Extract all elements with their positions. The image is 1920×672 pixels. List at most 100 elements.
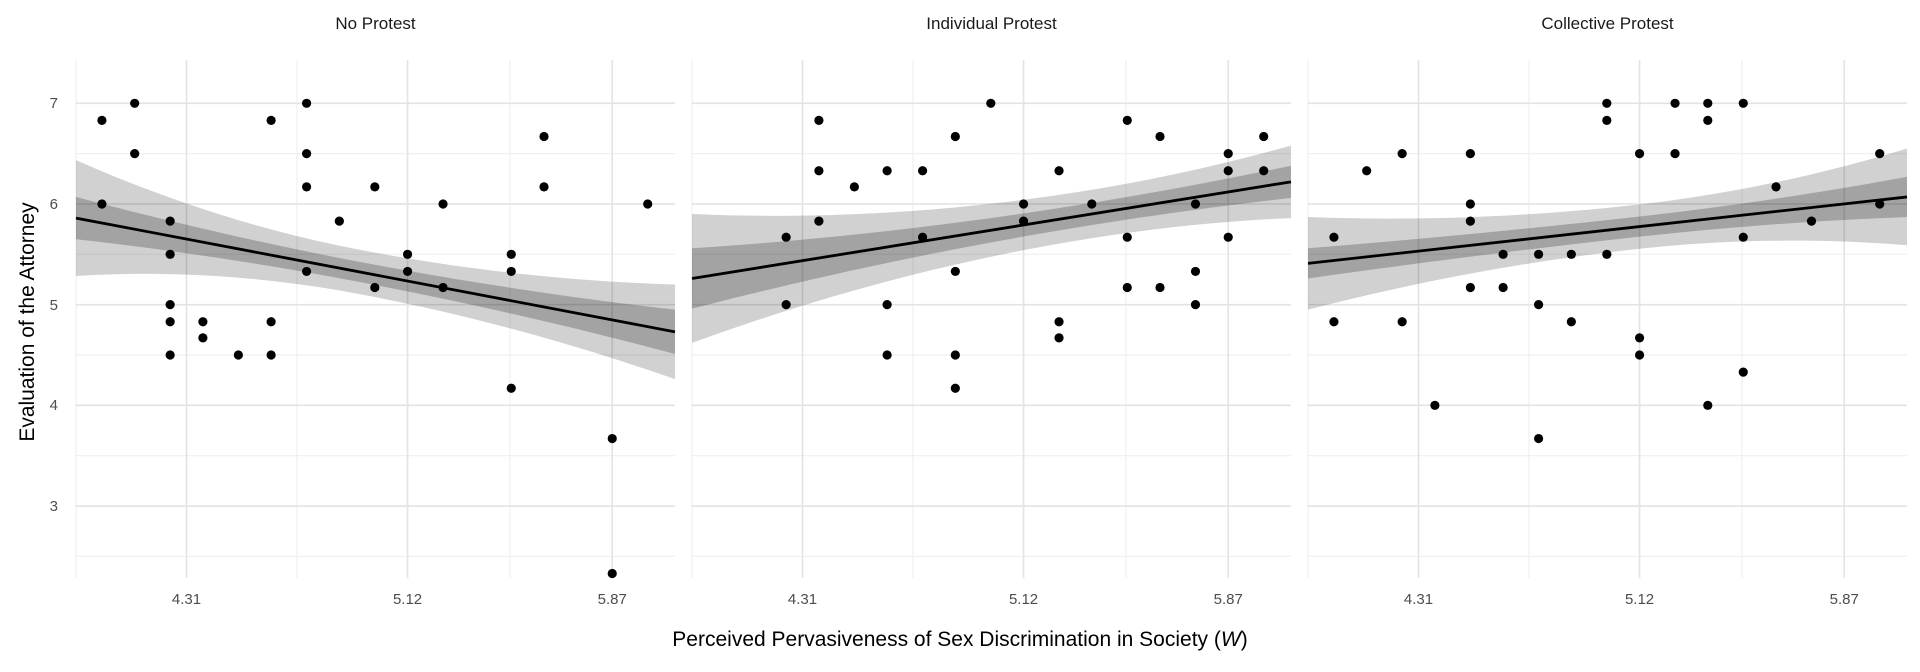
data-point	[917, 166, 928, 176]
data-point	[506, 266, 516, 277]
data-point	[950, 383, 960, 393]
x-tick-label: 4.31	[787, 591, 818, 608]
data-point	[1703, 115, 1713, 126]
y-tick-label: 5	[49, 296, 58, 314]
data-point	[781, 232, 791, 242]
data-point	[1703, 98, 1713, 108]
data-point	[438, 199, 448, 209]
x-tick-label: 5.12	[1624, 591, 1655, 608]
x-tick-label: 5.87	[597, 591, 627, 608]
x-tick-label: 4.31	[1403, 591, 1434, 608]
x-axis-title-moderator-symbol: W	[1220, 628, 1241, 651]
data-point	[1155, 282, 1165, 293]
data-point	[233, 350, 243, 360]
data-point	[1875, 199, 1885, 209]
data-point	[266, 317, 276, 327]
data-point	[917, 232, 928, 242]
data-point	[1465, 282, 1475, 293]
data-point	[334, 216, 344, 226]
data-point	[130, 149, 140, 159]
data-point	[1190, 266, 1201, 277]
data-point	[370, 182, 380, 192]
data-point	[1223, 232, 1233, 242]
data-point	[198, 317, 208, 327]
data-point	[1190, 300, 1201, 310]
data-point	[607, 433, 617, 444]
data-point	[1329, 232, 1339, 242]
data-point	[1738, 232, 1748, 242]
data-point	[1397, 317, 1407, 327]
data-point	[1054, 317, 1064, 327]
data-point	[1054, 333, 1064, 343]
x-axis-title: Perceived Pervasiveness of Sex Discrimin…	[0, 628, 1920, 652]
data-point	[1397, 149, 1407, 159]
data-point	[1670, 98, 1680, 108]
x-tick-label: 5.87	[1829, 591, 1859, 608]
data-point	[1566, 317, 1576, 327]
data-point	[370, 282, 380, 293]
data-point	[1875, 149, 1885, 159]
data-point	[1498, 282, 1508, 293]
x-tick-label: 4.31	[171, 591, 202, 608]
data-point	[1122, 282, 1132, 293]
data-point	[1018, 199, 1029, 209]
data-point	[1498, 249, 1508, 259]
y-tick-label: 7	[49, 95, 58, 113]
data-point	[1329, 317, 1339, 327]
data-point	[1738, 98, 1748, 108]
data-point	[506, 249, 516, 259]
data-point	[97, 115, 107, 126]
data-point	[1259, 166, 1269, 176]
fit-line	[691, 180, 1292, 280]
data-point	[882, 166, 892, 176]
data-point	[97, 199, 107, 209]
data-point	[402, 249, 413, 259]
y-tick-label: 6	[49, 195, 58, 213]
data-point	[950, 350, 960, 360]
data-point	[1602, 115, 1612, 126]
data-point	[539, 182, 549, 192]
data-point	[1122, 232, 1132, 242]
data-point	[1259, 131, 1269, 142]
confidence-band-inner	[692, 165, 1291, 309]
data-point	[1087, 199, 1097, 209]
data-point	[1670, 149, 1680, 159]
data-point	[1634, 149, 1645, 159]
data-point	[1806, 216, 1817, 226]
data-point	[165, 317, 175, 327]
x-tick-label: 5.12	[1008, 591, 1039, 608]
x-tick-label: 5.87	[1213, 591, 1243, 608]
data-point	[266, 115, 276, 126]
data-point	[266, 350, 276, 360]
data-point	[301, 182, 312, 192]
data-point	[643, 199, 653, 209]
facet-title-individual-protest: Individual Protest	[926, 14, 1057, 33]
data-point	[301, 149, 312, 159]
confidence-band-outer	[692, 145, 1291, 343]
data-point	[1533, 300, 1544, 310]
data-point	[402, 266, 413, 277]
fit-line	[1307, 195, 1908, 265]
y-tick-label: 4	[49, 397, 58, 415]
x-axis-title-text: Perceived Pervasiveness of Sex Discrimin…	[672, 628, 1221, 651]
data-point	[882, 350, 892, 360]
data-point	[986, 98, 996, 108]
data-point	[539, 131, 549, 142]
y-tick-label: 3	[49, 498, 58, 515]
data-point	[198, 333, 208, 343]
data-point	[301, 98, 312, 108]
data-point	[1703, 400, 1713, 410]
data-point	[1465, 149, 1475, 159]
data-point	[165, 300, 175, 310]
data-point	[1533, 433, 1544, 444]
data-point	[950, 131, 960, 142]
data-point	[1738, 367, 1748, 377]
data-point	[506, 383, 516, 393]
facet-title-collective-protest: Collective Protest	[1541, 14, 1674, 33]
data-point	[165, 350, 175, 360]
data-point	[1430, 400, 1440, 410]
facet-title-no-protest: No Protest	[335, 14, 416, 33]
data-point	[1362, 166, 1372, 176]
data-point	[1465, 216, 1475, 226]
data-point	[814, 216, 824, 226]
